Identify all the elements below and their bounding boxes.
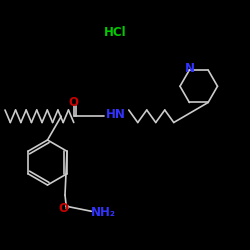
Text: HCl: HCl xyxy=(104,26,126,39)
Text: N: N xyxy=(184,62,194,75)
Text: NH₂: NH₂ xyxy=(91,206,116,220)
Text: O: O xyxy=(69,96,79,109)
Text: HN: HN xyxy=(106,108,126,121)
Text: O: O xyxy=(59,202,69,215)
